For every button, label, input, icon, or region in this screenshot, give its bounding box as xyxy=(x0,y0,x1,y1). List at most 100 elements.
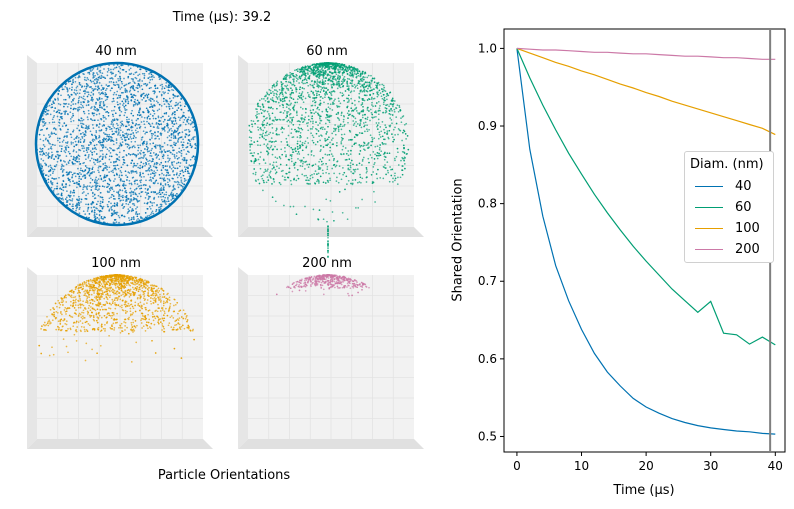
orientation-point xyxy=(76,85,79,88)
orientation-point xyxy=(119,67,122,70)
orientation-point xyxy=(149,79,152,81)
orientation-point xyxy=(113,174,116,177)
orientation-point xyxy=(139,164,142,167)
orientation-point xyxy=(148,81,151,84)
orientation-point xyxy=(118,156,121,158)
orientation-point xyxy=(92,73,94,76)
orientation-point xyxy=(39,150,41,153)
orientation-point xyxy=(88,213,91,215)
orientation-point xyxy=(117,190,120,193)
subplot-title-60nm: 60 nm xyxy=(306,44,348,59)
orientation-point xyxy=(168,108,171,110)
orientation-point xyxy=(123,149,125,152)
orientation-point xyxy=(135,102,137,105)
orientation-point xyxy=(154,87,157,90)
orientation-point xyxy=(130,85,133,88)
orientation-point xyxy=(85,187,88,189)
orientation-point xyxy=(172,125,174,128)
orientation-point xyxy=(88,169,91,172)
orientation-point xyxy=(136,162,139,165)
orientation-point xyxy=(87,93,90,96)
orientation-point xyxy=(96,189,99,192)
orientation-point xyxy=(97,76,100,79)
side-pane xyxy=(27,55,37,237)
orientation-point xyxy=(75,93,77,96)
orientation-point xyxy=(140,121,143,123)
orientation-point xyxy=(104,116,106,119)
particle-orientation-plots xyxy=(27,55,424,449)
orientation-point xyxy=(49,113,52,116)
orientation-point xyxy=(192,138,195,141)
orientation-point xyxy=(94,78,96,81)
orientation-point xyxy=(110,80,113,83)
orientation-point xyxy=(169,174,171,176)
orientation-point xyxy=(61,88,64,91)
orientation-point xyxy=(117,132,120,135)
orientation-point xyxy=(175,155,178,157)
orientation-point xyxy=(82,97,85,100)
orientation-point xyxy=(162,120,165,123)
orientation-point xyxy=(75,89,78,92)
orientation-point xyxy=(151,78,154,81)
orientation-point xyxy=(181,131,184,133)
orientation-point xyxy=(170,191,173,194)
orientation-point xyxy=(80,178,82,180)
orientation-point xyxy=(95,153,98,155)
orientation-point xyxy=(168,97,171,100)
orientation-point xyxy=(49,174,52,176)
orientation-point xyxy=(134,76,137,79)
orientation-point xyxy=(116,122,118,125)
orientation-point xyxy=(112,81,115,84)
orientation-point xyxy=(113,164,115,167)
orientation-point xyxy=(145,161,147,164)
orientation-point xyxy=(134,103,137,106)
orientation-point xyxy=(125,143,127,145)
orientation-point xyxy=(108,166,111,169)
orientation-point xyxy=(73,97,75,100)
subplot-title-200nm: 200 nm xyxy=(302,256,352,271)
orientation-point xyxy=(130,112,133,115)
orientation-point xyxy=(134,129,137,132)
orientation-point xyxy=(101,72,104,75)
subplot-title-100nm: 100 nm xyxy=(91,256,141,271)
orientation-point xyxy=(135,131,138,134)
orientation-point xyxy=(161,145,163,148)
orientation-point xyxy=(182,141,185,144)
particle-orientations-label: Particle Orientations xyxy=(157,468,291,483)
orientation-point xyxy=(130,140,133,143)
orientation-point xyxy=(100,215,103,218)
orientation-point xyxy=(101,196,104,199)
orientation-point xyxy=(87,206,90,209)
orientation-point xyxy=(130,216,133,219)
orientation-point xyxy=(85,147,88,149)
orientation-point xyxy=(99,106,101,109)
subplot-title-40nm: 40 nm xyxy=(95,44,137,59)
orientation-point xyxy=(71,173,74,176)
orientation-point xyxy=(171,130,173,132)
floor-pane xyxy=(27,227,213,237)
orientation-point xyxy=(162,184,164,187)
orientation-point xyxy=(177,134,180,136)
orientation-point xyxy=(153,110,155,112)
orientation-point xyxy=(87,78,90,81)
orientation-point xyxy=(50,180,52,183)
orientation-point xyxy=(106,166,109,168)
orientation-point xyxy=(78,177,80,180)
orientation-point xyxy=(69,111,72,114)
orientation-point xyxy=(135,154,138,157)
orientation-point xyxy=(126,118,128,121)
orientation-point xyxy=(95,143,98,146)
orientation-point xyxy=(121,174,123,177)
orientation-point xyxy=(102,167,105,170)
orientation-point xyxy=(146,120,148,123)
orientation-point xyxy=(71,191,74,194)
orientation-point xyxy=(79,149,82,152)
orientation-point xyxy=(124,91,127,93)
orientation-point xyxy=(125,108,128,111)
orientation-point xyxy=(110,68,112,71)
orientation-point xyxy=(82,210,85,213)
orientation-point xyxy=(124,170,127,173)
orientation-point xyxy=(111,113,114,116)
orientation-point xyxy=(138,80,141,82)
orientation-point xyxy=(54,107,57,109)
